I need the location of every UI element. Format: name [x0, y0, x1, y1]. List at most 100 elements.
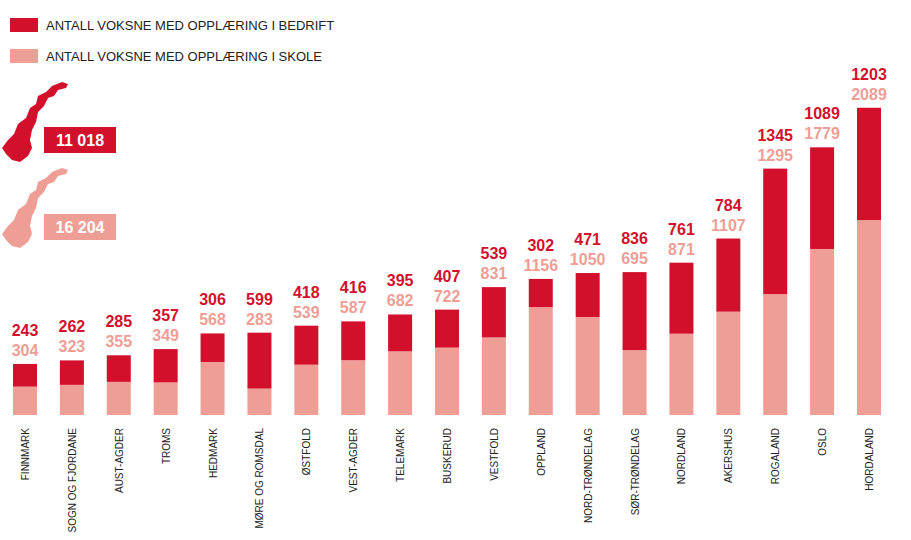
data-label: 1345 — [757, 127, 793, 144]
bar — [529, 307, 553, 415]
bar — [810, 147, 834, 249]
category-label: OSLO — [817, 428, 828, 456]
data-label: 871 — [668, 241, 695, 258]
bar — [623, 272, 647, 350]
legend-swatch — [10, 18, 38, 32]
data-label: 357 — [152, 307, 179, 324]
data-label: 1779 — [804, 125, 840, 142]
data-label: 349 — [152, 327, 179, 344]
bar — [763, 294, 787, 415]
data-label: 1050 — [570, 251, 606, 268]
category-label: VEST-AGDER — [348, 428, 359, 492]
data-label: 761 — [668, 221, 695, 238]
data-label: 262 — [59, 318, 86, 335]
data-label: 599 — [246, 291, 273, 308]
bar — [435, 348, 459, 415]
bar — [60, 385, 84, 415]
category-label: OPPLAND — [536, 428, 547, 476]
bar — [857, 220, 881, 415]
category-label: VESTFOLD — [489, 428, 500, 481]
bar — [482, 287, 506, 337]
data-label: 416 — [340, 279, 367, 296]
bar — [201, 362, 225, 415]
category-label: HEDMARK — [208, 428, 219, 478]
data-label: 587 — [340, 299, 367, 316]
bar — [154, 349, 178, 382]
bar — [60, 360, 84, 384]
bar — [13, 387, 37, 415]
bar — [576, 317, 600, 415]
bar — [763, 169, 787, 295]
total-box — [44, 214, 116, 240]
category-label: NORDLAND — [676, 428, 687, 484]
category-label: TELEMARK — [395, 428, 406, 482]
total-label: 11 018 — [56, 132, 104, 149]
data-label: 831 — [481, 265, 508, 282]
data-label: 283 — [246, 311, 273, 328]
data-label: 306 — [199, 291, 226, 308]
data-labels: 2433042623232853553573493065685992834185… — [12, 66, 887, 359]
category-label: TROMS — [161, 428, 172, 464]
category-label: SOGN OG FJORDANE — [67, 428, 78, 533]
category-label: ROGALAND — [770, 428, 781, 484]
bars — [13, 108, 881, 415]
data-label: 1203 — [851, 66, 887, 83]
chart: ANTALL VOKSNE MED OPPLÆRING I BEDRIFT ANT… — [0, 0, 911, 540]
data-label: 407 — [434, 268, 461, 285]
bar — [247, 333, 271, 389]
bar — [435, 310, 459, 348]
category-label: BUSKERUD — [442, 428, 453, 484]
category-label: MØRE OG ROMSDAL — [254, 428, 265, 529]
data-label: 243 — [12, 322, 39, 339]
data-label: 539 — [481, 245, 508, 262]
category-label: AKERSHUS — [723, 428, 734, 483]
data-label: 1107 — [711, 217, 746, 234]
bar — [341, 321, 365, 360]
bar — [529, 279, 553, 307]
total-label: 16 204 — [56, 219, 105, 236]
bar — [716, 312, 740, 415]
data-label: 2089 — [851, 86, 887, 103]
bar — [13, 364, 37, 387]
bar — [341, 360, 365, 415]
data-label: 836 — [621, 230, 648, 247]
data-label: 1295 — [757, 147, 793, 164]
data-label: 539 — [293, 304, 320, 321]
data-label: 1089 — [804, 105, 840, 122]
bar — [388, 314, 412, 351]
bar — [388, 351, 412, 415]
bar — [576, 273, 600, 317]
legend-swatch — [10, 49, 38, 63]
data-label: 355 — [105, 333, 132, 350]
data-label: 395 — [387, 272, 414, 289]
data-label: 1156 — [523, 257, 558, 274]
data-label: 568 — [199, 311, 226, 328]
category-label: SØR-TRØNDELAG — [630, 428, 641, 515]
bar — [623, 350, 647, 415]
bar — [107, 355, 131, 382]
data-label: 722 — [434, 288, 461, 305]
bar — [482, 337, 506, 415]
data-label: 695 — [621, 250, 648, 267]
data-label: 285 — [105, 313, 132, 330]
data-label: 304 — [12, 342, 39, 359]
bar — [669, 334, 693, 415]
data-label: 471 — [574, 231, 601, 248]
bar — [857, 108, 881, 220]
category-label: HORDALAND — [864, 428, 875, 491]
bar — [669, 263, 693, 334]
total-box — [44, 127, 116, 153]
data-label: 418 — [293, 284, 320, 301]
data-label: 682 — [387, 292, 414, 309]
category-label: AUST-AGDER — [114, 428, 125, 493]
category-label: NORD-TRØNDELAG — [583, 428, 594, 523]
bar — [294, 326, 318, 365]
legend-label: ANTALL VOKSNE MED OPPLÆRING I SKOLE — [46, 49, 322, 64]
bar — [247, 389, 271, 415]
bar — [810, 249, 834, 415]
data-label: 784 — [715, 197, 742, 214]
bar — [716, 239, 740, 312]
data-label: 302 — [527, 237, 554, 254]
bar — [201, 333, 225, 362]
legend-label: ANTALL VOKSNE MED OPPLÆRING I BEDRIFT — [46, 18, 334, 33]
